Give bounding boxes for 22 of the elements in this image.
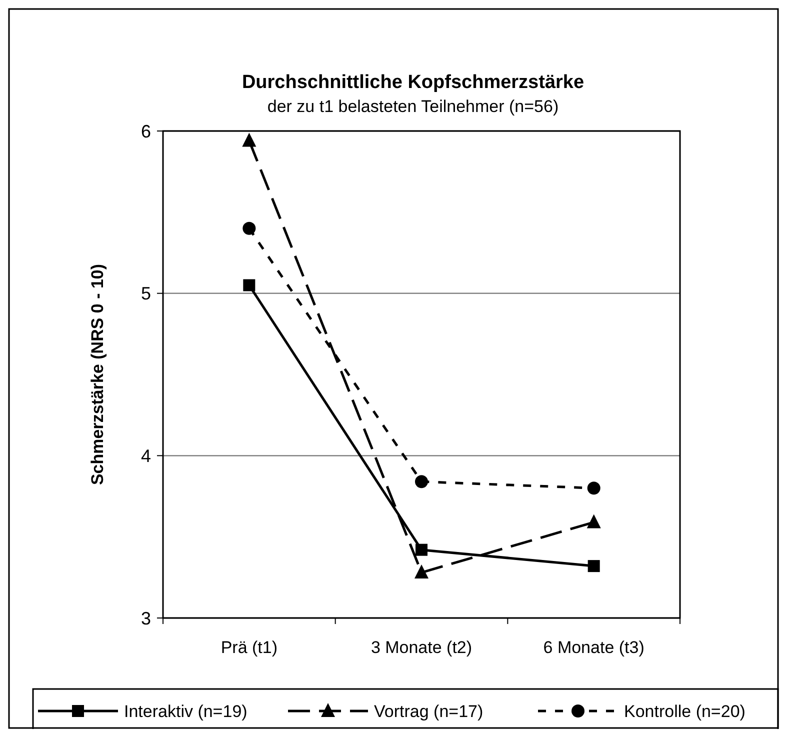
legend-label: Vortrag (n=17) [374, 702, 484, 721]
legend-label: Interaktiv (n=19) [124, 702, 248, 721]
chart-title: Durchschnittliche Kopfschmerzstärke [242, 72, 584, 93]
point [586, 514, 601, 528]
point [414, 564, 428, 579]
point [416, 544, 428, 556]
point [243, 279, 256, 292]
x-tick-label: 6 Monate (t3) [543, 638, 644, 657]
point [242, 132, 256, 147]
x-tick-label: Prä (t1) [220, 638, 278, 657]
point [588, 560, 600, 572]
y-tick-label: 4 [140, 446, 151, 466]
x-tick-label: 3 Monate (t2) [370, 638, 472, 657]
y-tick-label: 6 [140, 121, 151, 142]
point [587, 482, 600, 495]
point [415, 475, 428, 488]
chart-subtitle: der zu t1 belasteten Teilnehmer (n=56) [267, 97, 559, 116]
legend-label: Kontrolle (n=20) [624, 702, 746, 721]
y-axis-title: Schmerzstärke (NRS 0 - 10) [88, 264, 107, 486]
y-tick-label: 5 [140, 284, 151, 304]
y-tick-label: 3 [140, 608, 151, 628]
point [242, 222, 256, 235]
